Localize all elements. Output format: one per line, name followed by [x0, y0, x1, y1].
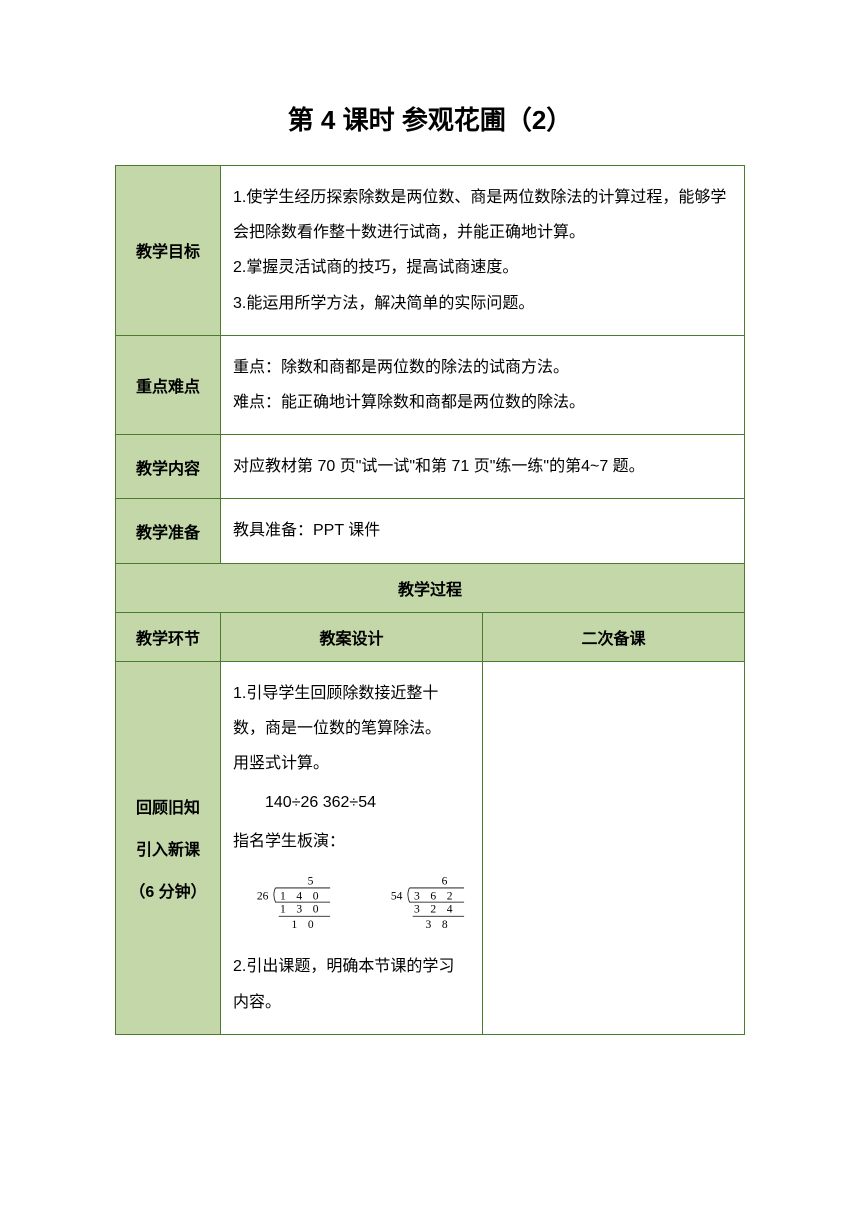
objective-text-3: 3.能运用所学方法，解决简单的实际问题。	[233, 286, 732, 321]
objective-text: 1.使学生经历探索除数是两位数、商是两位数除法的计算过程，能够学会把除数看作整十…	[233, 180, 732, 250]
lesson-plan-table: 教学目标 1.使学生经历探索除数是两位数、商是两位数除法的计算过程，能够学会把除…	[115, 165, 745, 1035]
review-label: 回顾旧知 引入新课 （6 分钟）	[116, 661, 221, 1034]
objective-content: 1.使学生经历探索除数是两位数、商是两位数除法的计算过程，能够学会把除数看作整十…	[221, 166, 745, 336]
svg-text:3 6 2: 3 6 2	[413, 890, 455, 903]
long-division-left: 5 26 1 4 0 1 3 0 1 0	[253, 859, 337, 949]
long-division-container: 5 26 1 4 0 1 3 0 1 0 6 54 3 6 2 3 2 4	[233, 859, 470, 949]
review-line-1: 1.引导学生回顾除数接近整十数，商是一位数的笔算除法。	[233, 676, 470, 746]
svg-text:1 4 0: 1 4 0	[280, 890, 322, 903]
svg-text:54: 54	[390, 890, 402, 903]
review-line-2: 用竖式计算。	[233, 746, 470, 781]
svg-text:1 3 0: 1 3 0	[280, 903, 322, 916]
long-division-right: 6 54 3 6 2 3 2 4 3 8	[387, 859, 471, 949]
phase-header: 教学环节	[116, 612, 221, 661]
review-label-2: 引入新课	[116, 836, 220, 860]
svg-text:26: 26	[257, 890, 269, 903]
design-header: 教案设计	[221, 612, 483, 661]
calc-problems: 140÷26 362÷54	[233, 785, 470, 820]
teaching-content-label: 教学内容	[116, 435, 221, 499]
review-line-4: 2.引出课题，明确本节课的学习内容。	[233, 949, 470, 1019]
notes-cell	[483, 661, 745, 1034]
svg-text:5: 5	[308, 875, 314, 888]
review-label-3: （6 分钟）	[116, 878, 220, 902]
svg-text:3 8: 3 8	[425, 918, 451, 931]
objective-text-2: 2.掌握灵活试商的技巧，提高试商速度。	[233, 250, 732, 285]
review-line-3: 指名学生板演：	[233, 824, 470, 859]
svg-text:1 0: 1 0	[292, 918, 318, 931]
review-content: 1.引导学生回顾除数接近整十数，商是一位数的笔算除法。 用竖式计算。 140÷2…	[221, 661, 483, 1034]
preparation-content: 教具准备：PPT 课件	[221, 499, 745, 563]
preparation-label: 教学准备	[116, 499, 221, 563]
notes-header: 二次备课	[483, 612, 745, 661]
keypoint-label: 重点难点	[116, 335, 221, 434]
keypoint-text-1: 重点：除数和商都是两位数的除法的试商方法。	[233, 350, 732, 385]
keypoint-text-2: 难点：能正确地计算除数和商都是两位数的除法。	[233, 385, 732, 420]
objective-label: 教学目标	[116, 166, 221, 336]
process-header: 教学过程	[116, 563, 745, 612]
keypoint-content: 重点：除数和商都是两位数的除法的试商方法。 难点：能正确地计算除数和商都是两位数…	[221, 335, 745, 434]
svg-text:6: 6	[441, 875, 447, 888]
review-label-1: 回顾旧知	[116, 794, 220, 818]
page-title: 第 4 课时 参观花圃（2）	[115, 100, 745, 137]
teaching-content-content: 对应教材第 70 页"试一试"和第 71 页"练一练"的第4~7 题。	[221, 435, 745, 499]
svg-text:3 2 4: 3 2 4	[413, 903, 455, 916]
